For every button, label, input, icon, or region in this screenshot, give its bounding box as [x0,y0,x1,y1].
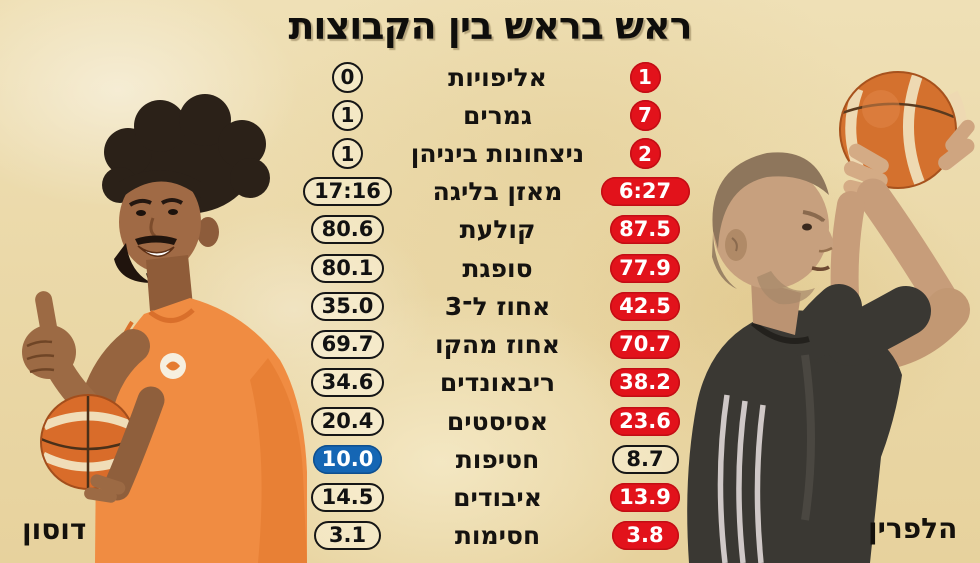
stat-category-label: אחוז ל־3 [444,291,551,321]
stat-value-right-badge: 42.5 [610,291,680,321]
stat-value-left-badge: 0 [332,61,363,93]
stat-value-left-badge: 20.4 [310,406,385,436]
basketball-right [839,71,967,189]
stat-row-rebounds: 34.6 ריבאונדים 38.2 [300,364,700,402]
stat-category-label: קולעת [459,215,536,245]
stat-row-turnovers: 14.5 איבודים 13.9 [300,478,700,516]
stat-value-right-badge: 87.5 [610,215,680,245]
stat-value-left-badge: 80.6 [310,215,385,245]
stat-category-label: מאזן בליגה [432,177,563,207]
stat-value-right-badge: 6:27 [600,177,690,207]
stat-value-right-badge: 8.7 [611,444,679,474]
stat-row-championships: 0 אליפויות 1 [300,58,700,96]
stat-category-label: ניצחונות ביניהן [410,139,585,169]
stat-value-left-badge: 3.1 [314,521,381,551]
stat-value-left-badge: 35.0 [310,291,385,321]
stat-row-points-scored: 80.6 קולעת 87.5 [300,211,700,249]
stat-value-left-badge: 80.1 [310,253,385,283]
stat-value-left-badge: 1 [332,138,363,170]
stat-value-left-badge: 69.7 [310,330,385,360]
stat-row-head-to-head-wins: 1 ניצחונות ביניהן 2 [300,134,700,172]
stat-row-points-conceded: 80.1 סופגת 77.9 [300,249,700,287]
stat-value-left-badge: 17:16 [303,177,392,207]
stat-value-left-badge: 10.0 [312,444,383,474]
stat-row-three-point-pct: 35.0 אחוז ל־3 42.5 [300,287,700,325]
stat-value-right-badge: 23.6 [610,406,680,436]
player-name-left: דוסון [22,513,87,546]
stat-value-right-badge: 13.9 [610,483,680,513]
stat-category-label: גמרים [462,100,533,130]
stat-category-label: ריבאונדים [439,368,556,398]
stats-table: 0 אליפויות 1 1 גמרים 7 1 ניצחונות ביניהן… [300,58,700,555]
stat-category-label: אחוז מהקו [435,330,560,360]
page-title: ראש בראש בין הקבוצות [288,4,692,48]
stat-category-label: חטיפות [455,444,540,474]
stat-value-right-badge: 3.8 [611,521,679,551]
stat-row-assists: 20.4 אסיסטים 23.6 [300,402,700,440]
stat-row-finals: 1 גמרים 7 [300,96,700,134]
stat-value-right-badge: 7 [629,99,661,131]
stat-value-left-badge: 34.6 [310,368,385,398]
player-photo-right [687,71,975,563]
player-name-right: הלפרין [868,512,958,545]
stat-category-label: חסימות [454,521,541,551]
stat-category-label: אסיסטים [446,406,549,436]
stat-category-label: אליפויות [448,62,547,92]
bald-head [712,152,834,305]
stat-category-label: סופגת [462,253,533,283]
stat-row-free-throw-pct: 69.7 אחוז מהקו 70.7 [300,326,700,364]
stat-row-league-record: 17:16 מאזן בליגה 6:27 [300,173,700,211]
stat-value-right-badge: 38.2 [610,368,680,398]
stat-row-blocks: 3.1 חסימות 3.8 [300,517,700,555]
stat-value-right-badge: 2 [629,138,661,170]
stat-value-left-badge: 14.5 [310,483,385,513]
stat-category-label: איבודים [453,483,542,513]
shirt-stripes [717,394,766,563]
thumbs-up-hand [22,325,76,379]
stat-value-right-badge: 1 [629,61,661,93]
stat-row-steals: 10.0 חטיפות 8.7 [300,440,700,478]
player-photo-left [22,94,307,563]
stat-value-left-badge: 1 [332,99,363,131]
stat-value-right-badge: 70.7 [610,330,680,360]
stat-value-right-badge: 77.9 [610,253,680,283]
